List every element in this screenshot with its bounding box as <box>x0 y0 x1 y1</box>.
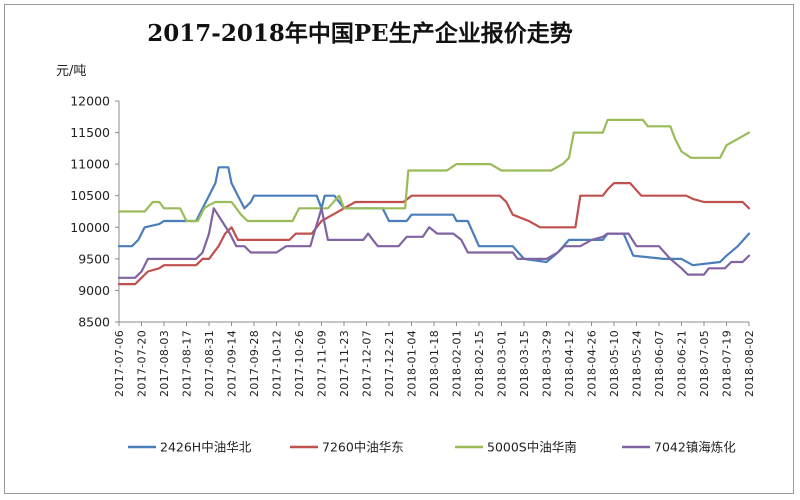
chart-title: 2017-2018年中国PE生产企业报价走势 <box>147 20 573 47</box>
x-tick-label: 2017-11-23 <box>338 330 351 397</box>
x-tick-label: 2018-05-10 <box>608 330 621 397</box>
x-tick-label: 2018-03-15 <box>518 330 531 397</box>
y-tick-label: 10500 <box>70 188 110 203</box>
x-tick-label: 2018-02-01 <box>451 330 464 397</box>
x-tick-label: 2018-01-18 <box>428 330 441 397</box>
x-tick-label: 2018-04-12 <box>563 330 576 397</box>
x-tick-label: 2017-08-31 <box>203 330 216 397</box>
x-tick-label: 2018-08-02 <box>743 330 756 397</box>
x-tick-label: 2018-04-26 <box>586 330 599 397</box>
x-tick-label: 2017-12-21 <box>383 330 396 397</box>
x-tick-label: 2017-10-12 <box>271 330 284 397</box>
x-tick-label: 2017-11-09 <box>316 330 329 397</box>
series-line-2 <box>117 182 751 286</box>
x-tick-label: 2018-07-05 <box>698 330 711 397</box>
x-tick-label: 2017-07-06 <box>113 330 126 397</box>
x-tick-label: 2018-06-21 <box>676 330 689 397</box>
y-tick-label: 11500 <box>70 125 110 140</box>
series-line-4 <box>117 207 751 279</box>
series-line-3 <box>117 118 751 223</box>
legend-label-1: 2426H中油华北 <box>160 440 252 455</box>
y-tick-label: 12000 <box>70 94 110 109</box>
x-tick-label: 2018-02-15 <box>473 330 486 397</box>
legend-label-3: 5000S中油华南 <box>487 440 577 455</box>
x-tick-label: 2018-03-01 <box>496 330 509 397</box>
y-tick-label: 8500 <box>78 315 110 330</box>
x-tick-label: 2017-10-26 <box>293 330 306 397</box>
x-tick-label: 2018-05-24 <box>631 330 644 397</box>
x-tick-label: 2018-03-29 <box>541 330 554 397</box>
x-tick-label: 2017-08-03 <box>158 330 171 397</box>
series-line-1 <box>117 166 751 267</box>
x-tick-label: 2017-09-14 <box>226 330 239 397</box>
y-tick-label: 9000 <box>78 283 110 298</box>
y-tick-label: 9500 <box>78 251 110 266</box>
x-tick-label: 2017-12-07 <box>361 330 374 397</box>
y-tick-label: 10000 <box>70 220 110 235</box>
x-tick-label: 2017-08-17 <box>181 330 194 397</box>
y-axis-unit-label: 元/吨 <box>56 64 87 79</box>
x-tick-label: 2018-06-07 <box>653 330 666 397</box>
x-tick-label: 2018-01-04 <box>406 330 419 397</box>
x-tick-label: 2017-07-20 <box>136 330 149 397</box>
x-tick-label: 2018-07-19 <box>721 330 734 397</box>
y-tick-label: 11000 <box>70 157 110 172</box>
legend-label-2: 7260中油华东 <box>322 440 404 455</box>
legend-label-4: 7042镇海炼化 <box>654 440 736 455</box>
x-tick-label: 2017-09-28 <box>248 330 261 397</box>
